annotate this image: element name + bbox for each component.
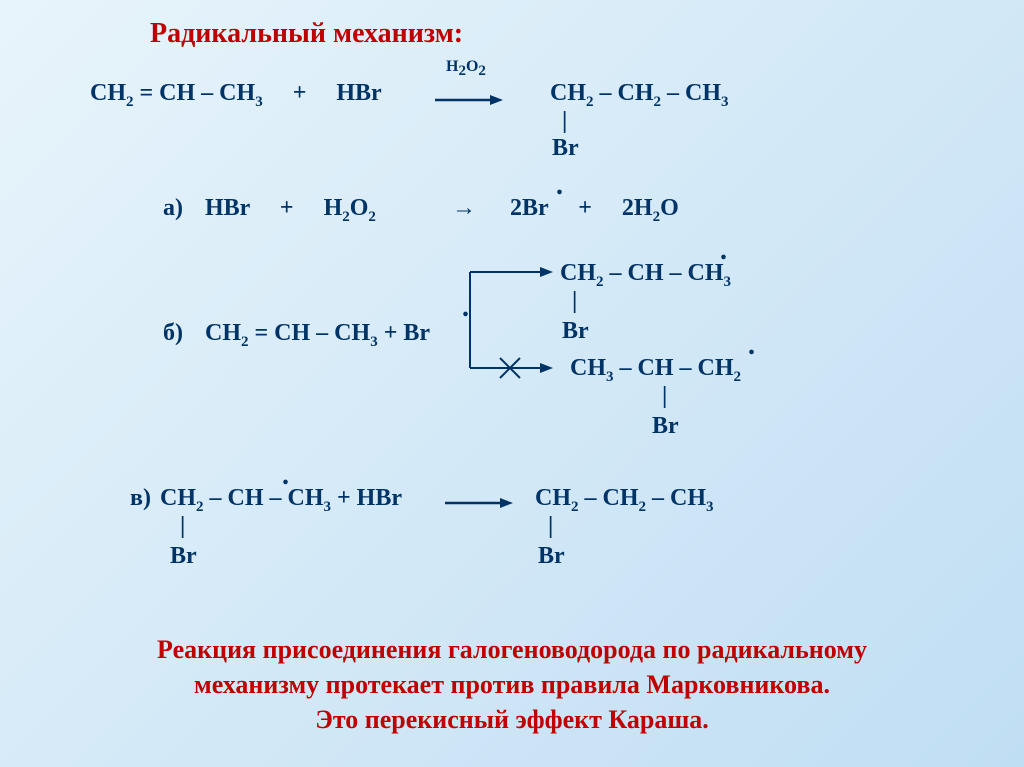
catalyst-label: H2O2: [446, 58, 486, 80]
step-a-reagents: HBr + H2O2: [205, 195, 376, 226]
step-b-product2-top: CH3 – CH – CH2: [570, 355, 741, 386]
step-c-product-mid: |: [548, 513, 553, 540]
step-c-label: в): [130, 485, 151, 512]
main-product-top: CH2 – CH2 – CH3: [550, 80, 729, 111]
step-b-product1-bot: Br: [562, 318, 589, 345]
step-c-reagent-top: CH2 – CH – CH3 + HBr: [160, 485, 402, 516]
conclusion-line-2: механизму протекает против правила Марко…: [0, 670, 1024, 700]
step-c-product-top: CH2 – CH2 – CH3: [535, 485, 714, 516]
step-a-products: 2Br + 2H2O: [510, 195, 679, 226]
main-product-mid: |: [562, 108, 567, 135]
step-b-p2-dot: .: [748, 330, 755, 362]
step-c-product-bot: Br: [538, 543, 565, 570]
step-c-reagent-bot: Br: [170, 543, 197, 570]
step-b-product1-top: CH2 – CH – CH3: [560, 260, 731, 291]
step-c-arrow: [445, 495, 515, 515]
step-c-reagent-mid: |: [180, 513, 185, 540]
conclusion-line-3: Это перекисный эффект Караша.: [0, 705, 1024, 735]
step-a-label: а): [163, 195, 183, 222]
step-b-label: б): [163, 320, 183, 347]
slide-title: Радикальный механизм:: [150, 18, 463, 50]
step-b-product2-bot: Br: [652, 413, 679, 440]
conclusion-line-1: Реакция присоединения галогеноводорода п…: [0, 635, 1024, 665]
step-b-split-arrows: [465, 260, 555, 390]
step-a-arrow: →: [452, 195, 476, 222]
step-b-product1-mid: |: [572, 288, 577, 315]
main-reactant: CH2 = CH – CH3 + HBr: [90, 80, 382, 111]
step-b-reagents: CH2 = CH – CH3 + Br: [205, 320, 430, 351]
main-arrow: [435, 92, 505, 112]
main-product-bot: Br: [552, 135, 579, 162]
step-b-product2-mid: |: [662, 383, 667, 410]
